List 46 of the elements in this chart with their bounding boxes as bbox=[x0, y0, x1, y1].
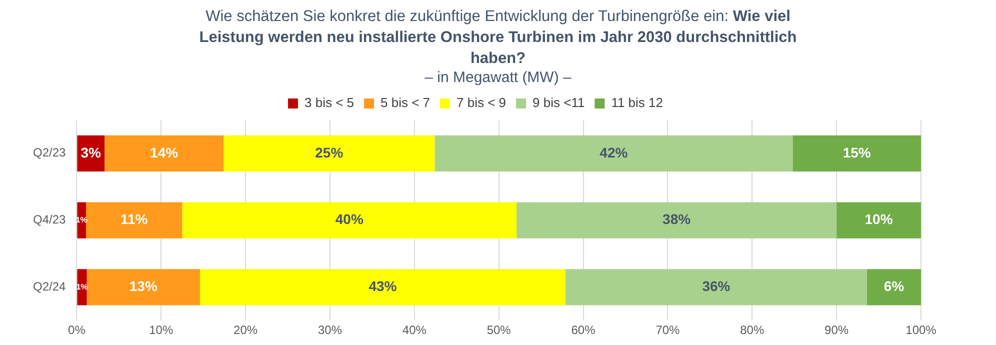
bar bbox=[200, 269, 566, 306]
data-label: 36% bbox=[702, 278, 731, 294]
x-tick-label: 20% bbox=[234, 323, 258, 338]
legend-label: 11 bis 12 bbox=[611, 95, 663, 110]
data-label: 40% bbox=[335, 211, 364, 228]
data-label: 42% bbox=[600, 144, 628, 160]
bar bbox=[434, 135, 793, 172]
bar bbox=[516, 202, 837, 238]
bar bbox=[86, 202, 182, 238]
bar bbox=[182, 202, 517, 238]
x-tick-label: 40% bbox=[402, 323, 427, 338]
data-label: 25% bbox=[315, 144, 344, 160]
data-label: 13% bbox=[129, 278, 158, 294]
bar bbox=[86, 269, 200, 306]
data-label: 15% bbox=[842, 144, 872, 160]
x-tick-label: 90% bbox=[824, 323, 849, 338]
x-tick-label: 60% bbox=[571, 323, 596, 338]
chart-title: Wie schätzen Sie konkret die zukünftige Entwicklung der Turbinengröße ein: Wie viel Leistung werden neu installierte Onshore Turbinen im Jahr 2030 durchschnittlich haben? bbox=[198, 7, 798, 69]
bar bbox=[866, 269, 921, 306]
x-tick-label: 10% bbox=[149, 323, 174, 338]
bar bbox=[224, 135, 435, 172]
data-label: 38% bbox=[662, 211, 692, 228]
x-tick-label: 50% bbox=[486, 323, 512, 338]
y-tick-label: Q4/23 bbox=[32, 212, 66, 227]
data-label: 3% bbox=[80, 144, 102, 160]
data-label: 10% bbox=[864, 211, 894, 228]
x-tick-label: 0% bbox=[68, 323, 86, 338]
y-tick-label: Q2/23 bbox=[32, 146, 66, 160]
chart-subtitle: – in Megawatt (MW) – bbox=[424, 69, 572, 87]
x-tick-label: 70% bbox=[656, 323, 680, 338]
x-tick-label: 80% bbox=[740, 323, 764, 338]
legend-label: 7 bis < 9 bbox=[456, 95, 506, 110]
bar bbox=[792, 135, 921, 172]
legend-label: 5 bis < 7 bbox=[380, 95, 430, 110]
legend-label: 9 bis <11 bbox=[532, 95, 585, 110]
data-label: 11% bbox=[120, 211, 148, 228]
data-label: 14% bbox=[150, 144, 179, 160]
data-label: 43% bbox=[368, 278, 398, 294]
x-tick-label: 30% bbox=[318, 323, 342, 338]
x-tick-label: 100% bbox=[906, 323, 937, 338]
legend-label: 3 bis < 5 bbox=[304, 95, 354, 110]
data-label: 6% bbox=[884, 278, 905, 294]
bar bbox=[836, 202, 921, 238]
bar bbox=[566, 269, 867, 306]
y-tick-label: Q2/24 bbox=[32, 279, 66, 294]
bar bbox=[104, 135, 224, 172]
